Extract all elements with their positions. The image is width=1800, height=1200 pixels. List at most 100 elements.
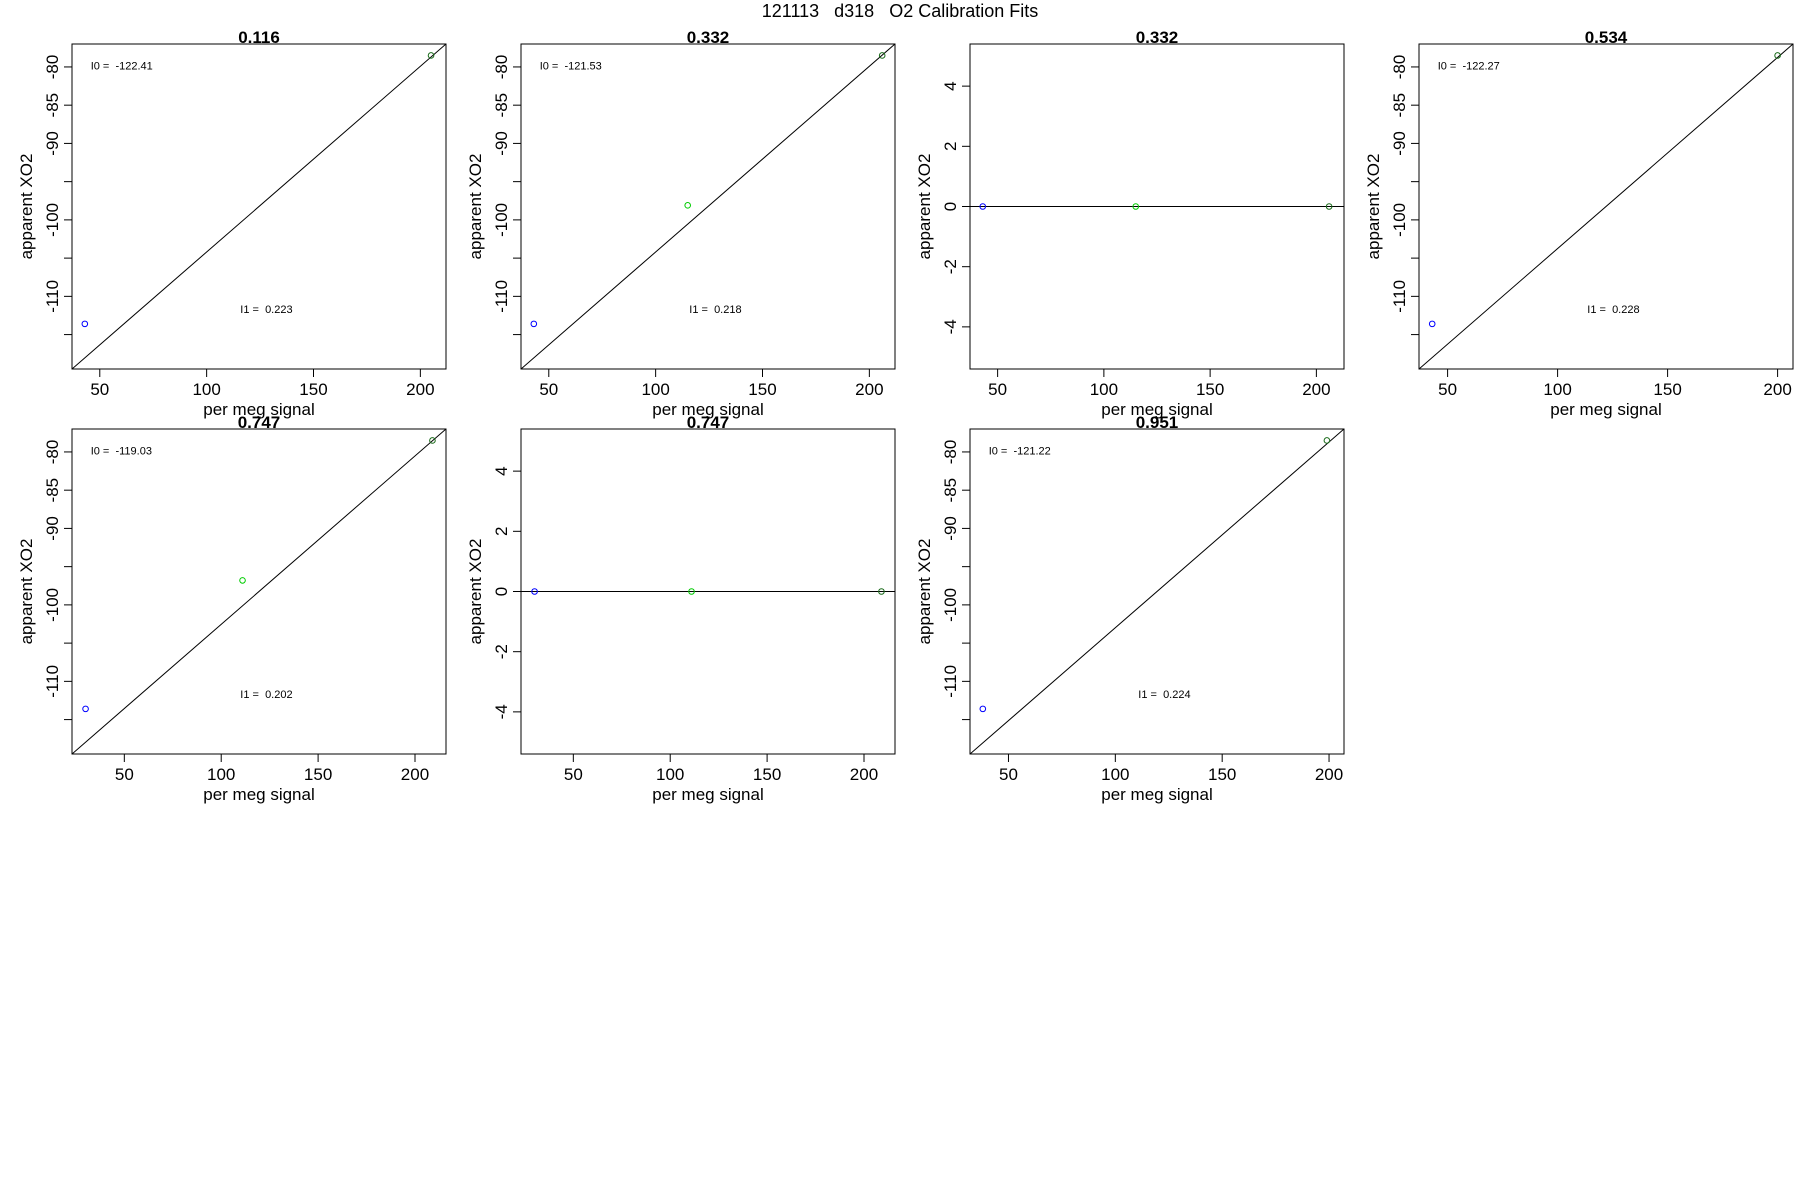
y-tick-label: -90 bbox=[43, 131, 62, 156]
y-tick-label: -90 bbox=[1390, 131, 1409, 156]
plot-frame bbox=[520, 43, 896, 370]
data-point bbox=[429, 437, 436, 444]
panel-title: 0.747 bbox=[238, 413, 281, 432]
data-point bbox=[1774, 52, 1781, 59]
x-tick-label: 100 bbox=[1543, 380, 1571, 399]
y-tick-label: -80 bbox=[1390, 55, 1409, 80]
y-tick-label: -4 bbox=[941, 319, 960, 334]
x-tick-label: 50 bbox=[988, 380, 1007, 399]
y-tick-label: -100 bbox=[941, 588, 960, 622]
fit-line bbox=[1419, 44, 1793, 369]
x-tick-label: 200 bbox=[1302, 380, 1330, 399]
figure-title: 121113 d318 O2 Calibration Fits bbox=[761, 1, 1039, 21]
x-tick-label: 150 bbox=[299, 380, 327, 399]
y-tick-label: -2 bbox=[492, 644, 511, 659]
y-tick-label: -85 bbox=[43, 478, 62, 503]
y-tick-label: -90 bbox=[492, 131, 511, 156]
y-axis-label: apparent XO2 bbox=[17, 539, 36, 645]
data-point bbox=[239, 577, 246, 584]
panel-title: 0.747 bbox=[687, 413, 730, 432]
fit-line bbox=[521, 44, 895, 369]
x-tick-label: 150 bbox=[753, 765, 781, 784]
fit-line bbox=[970, 429, 1344, 754]
panel-title: 0.116 bbox=[238, 28, 280, 47]
x-tick-label: 150 bbox=[304, 765, 332, 784]
y-tick-label: -85 bbox=[43, 93, 62, 118]
data-point bbox=[531, 588, 538, 595]
chart-panel-2: 0.332 50 100 150 200 per meg signal -80 -85 -90 -… bbox=[466, 28, 896, 419]
x-axis-label: per meg signal bbox=[1101, 785, 1213, 804]
y-tick-label: -100 bbox=[43, 203, 62, 237]
x-tick-label: 50 bbox=[564, 765, 583, 784]
chart-panel-5: 0.747 50 100 150 200 per meg signal -80 -85 -90 -… bbox=[17, 413, 447, 804]
x-axis-label: per meg signal bbox=[1101, 400, 1213, 419]
y-tick-label: -4 bbox=[492, 704, 511, 719]
x-tick-label: 50 bbox=[90, 380, 109, 399]
x-tick-label: 200 bbox=[1315, 765, 1343, 784]
plot-frame bbox=[1418, 43, 1794, 370]
x-tick-label: 150 bbox=[1653, 380, 1681, 399]
x-axis-label: per meg signal bbox=[203, 785, 315, 804]
plot-frame bbox=[71, 43, 447, 370]
data-point bbox=[878, 52, 886, 59]
data-point bbox=[530, 320, 538, 328]
x-tick-label: 100 bbox=[1101, 765, 1129, 784]
x-tick-label: 200 bbox=[406, 380, 434, 399]
y-tick-label: -100 bbox=[1390, 203, 1409, 237]
x-axis-label: per meg signal bbox=[1550, 400, 1662, 419]
fit-annotation: I0 = -122.41 bbox=[91, 60, 153, 72]
y-tick-label: -80 bbox=[43, 55, 62, 80]
y-axis-label: apparent XO2 bbox=[17, 154, 36, 260]
y-tick-label: 0 bbox=[492, 587, 511, 596]
data-point bbox=[81, 320, 89, 328]
y-tick-label: -110 bbox=[43, 665, 62, 698]
chart-panel-7: 0.951 50 100 150 200 per meg signal -80 -85 -90 -… bbox=[915, 413, 1345, 804]
chart-panel-6: 0.747 50 100 150 200 per meg signal 4 2 0 -2 -4 app… bbox=[466, 413, 896, 804]
y-tick-label: 4 bbox=[941, 81, 960, 90]
fit-annotation: I0 = -121.53 bbox=[540, 60, 602, 72]
fit-annotation: I1 = 0.202 bbox=[240, 689, 292, 701]
y-tick-label: -85 bbox=[492, 93, 511, 118]
x-tick-label: 50 bbox=[999, 765, 1018, 784]
x-tick-label: 150 bbox=[748, 380, 776, 399]
chart-panel-3: 0.332 50 100 150 200 per meg signal 4 2 0 -2 -4 app… bbox=[915, 28, 1345, 419]
data-point bbox=[1428, 320, 1436, 328]
panel-title: 0.951 bbox=[1136, 413, 1179, 432]
y-tick-label: -80 bbox=[941, 440, 960, 465]
y-tick-label: -2 bbox=[941, 259, 960, 274]
y-tick-label: 2 bbox=[941, 142, 960, 151]
panel-title: 0.332 bbox=[1136, 28, 1179, 47]
x-tick-label: 50 bbox=[115, 765, 134, 784]
fit-annotation: I1 = 0.224 bbox=[1138, 689, 1190, 701]
x-axis-label: per meg signal bbox=[203, 400, 315, 419]
data-point bbox=[427, 52, 435, 59]
y-tick-label: -110 bbox=[941, 665, 960, 698]
fit-annotation: I1 = 0.218 bbox=[689, 304, 741, 316]
x-tick-label: 200 bbox=[855, 380, 883, 399]
y-tick-label: 4 bbox=[492, 466, 511, 475]
x-tick-label: 100 bbox=[641, 380, 669, 399]
y-tick-label: -110 bbox=[492, 280, 511, 313]
y-tick-label: 2 bbox=[492, 527, 511, 536]
fit-line bbox=[72, 429, 446, 754]
y-axis-label: apparent XO2 bbox=[915, 539, 934, 645]
x-tick-label: 200 bbox=[850, 765, 878, 784]
data-point bbox=[1132, 203, 1140, 210]
fit-annotation: I0 = -122.27 bbox=[1438, 60, 1500, 72]
x-tick-label: 150 bbox=[1196, 380, 1224, 399]
y-tick-label: -80 bbox=[492, 55, 511, 80]
y-axis-label: apparent XO2 bbox=[915, 154, 934, 260]
data-point bbox=[979, 705, 987, 713]
y-tick-label: -85 bbox=[1390, 93, 1409, 118]
plot-frame bbox=[969, 428, 1345, 755]
fit-annotation: I1 = 0.223 bbox=[240, 304, 292, 316]
data-point bbox=[82, 705, 89, 713]
fit-line bbox=[72, 44, 446, 369]
y-tick-label: -85 bbox=[941, 478, 960, 503]
x-tick-label: 50 bbox=[1438, 380, 1457, 399]
y-tick-label: 0 bbox=[941, 202, 960, 211]
y-tick-label: -100 bbox=[492, 203, 511, 237]
data-point bbox=[684, 202, 691, 209]
y-axis-label: apparent XO2 bbox=[466, 154, 485, 260]
y-axis-label: apparent XO2 bbox=[466, 539, 485, 645]
